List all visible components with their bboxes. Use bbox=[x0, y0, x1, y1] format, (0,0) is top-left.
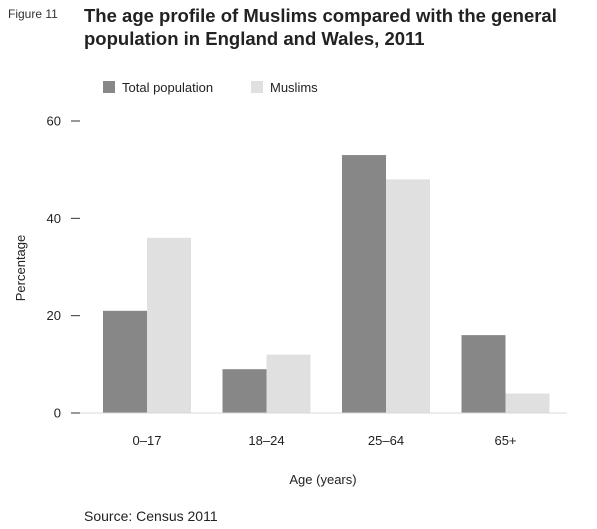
chart-title: The age profile of Muslims compared with… bbox=[84, 4, 594, 50]
bar-total-population-1 bbox=[222, 369, 267, 413]
y-tick-label: 40 bbox=[47, 211, 61, 226]
source-note: Source: Census 2011 bbox=[84, 508, 218, 524]
y-tick-label: 60 bbox=[47, 114, 61, 129]
legend-label: Muslims bbox=[270, 80, 318, 95]
x-tick-label: 25–64 bbox=[368, 433, 404, 448]
chart-title-line-2: population in England and Wales, 2011 bbox=[84, 28, 425, 49]
figure-label: Figure 11 bbox=[8, 7, 58, 21]
x-axis-label: Age (years) bbox=[289, 472, 356, 487]
legend-label: Total population bbox=[122, 80, 213, 95]
legend-swatch bbox=[103, 81, 115, 93]
chart-title-line-1: The age profile of Muslims compared with… bbox=[84, 5, 557, 26]
bar-muslims-3 bbox=[505, 393, 550, 413]
bars bbox=[103, 155, 550, 414]
bar-total-population-3 bbox=[461, 335, 506, 413]
bar-muslims-2 bbox=[386, 179, 430, 413]
bar-total-population-0 bbox=[103, 310, 147, 413]
y-tick-label: 20 bbox=[47, 308, 61, 323]
y-axis-label: Percentage bbox=[13, 235, 28, 302]
legend-swatch bbox=[251, 81, 263, 93]
x-tick-label: 65+ bbox=[494, 433, 516, 448]
x-tick-label: 18–24 bbox=[248, 433, 284, 448]
bar-muslims-1 bbox=[266, 354, 311, 413]
legend: Total population Muslims bbox=[103, 80, 318, 95]
bar-muslims-0 bbox=[147, 237, 191, 413]
x-tick-label: 0–17 bbox=[133, 433, 162, 448]
bar-total-population-2 bbox=[342, 155, 386, 414]
y-tick-label: 0 bbox=[54, 406, 61, 421]
y-axis: 0 20 40 60 bbox=[47, 114, 80, 421]
x-axis: 0–17 18–24 25–64 65+ bbox=[80, 412, 567, 448]
